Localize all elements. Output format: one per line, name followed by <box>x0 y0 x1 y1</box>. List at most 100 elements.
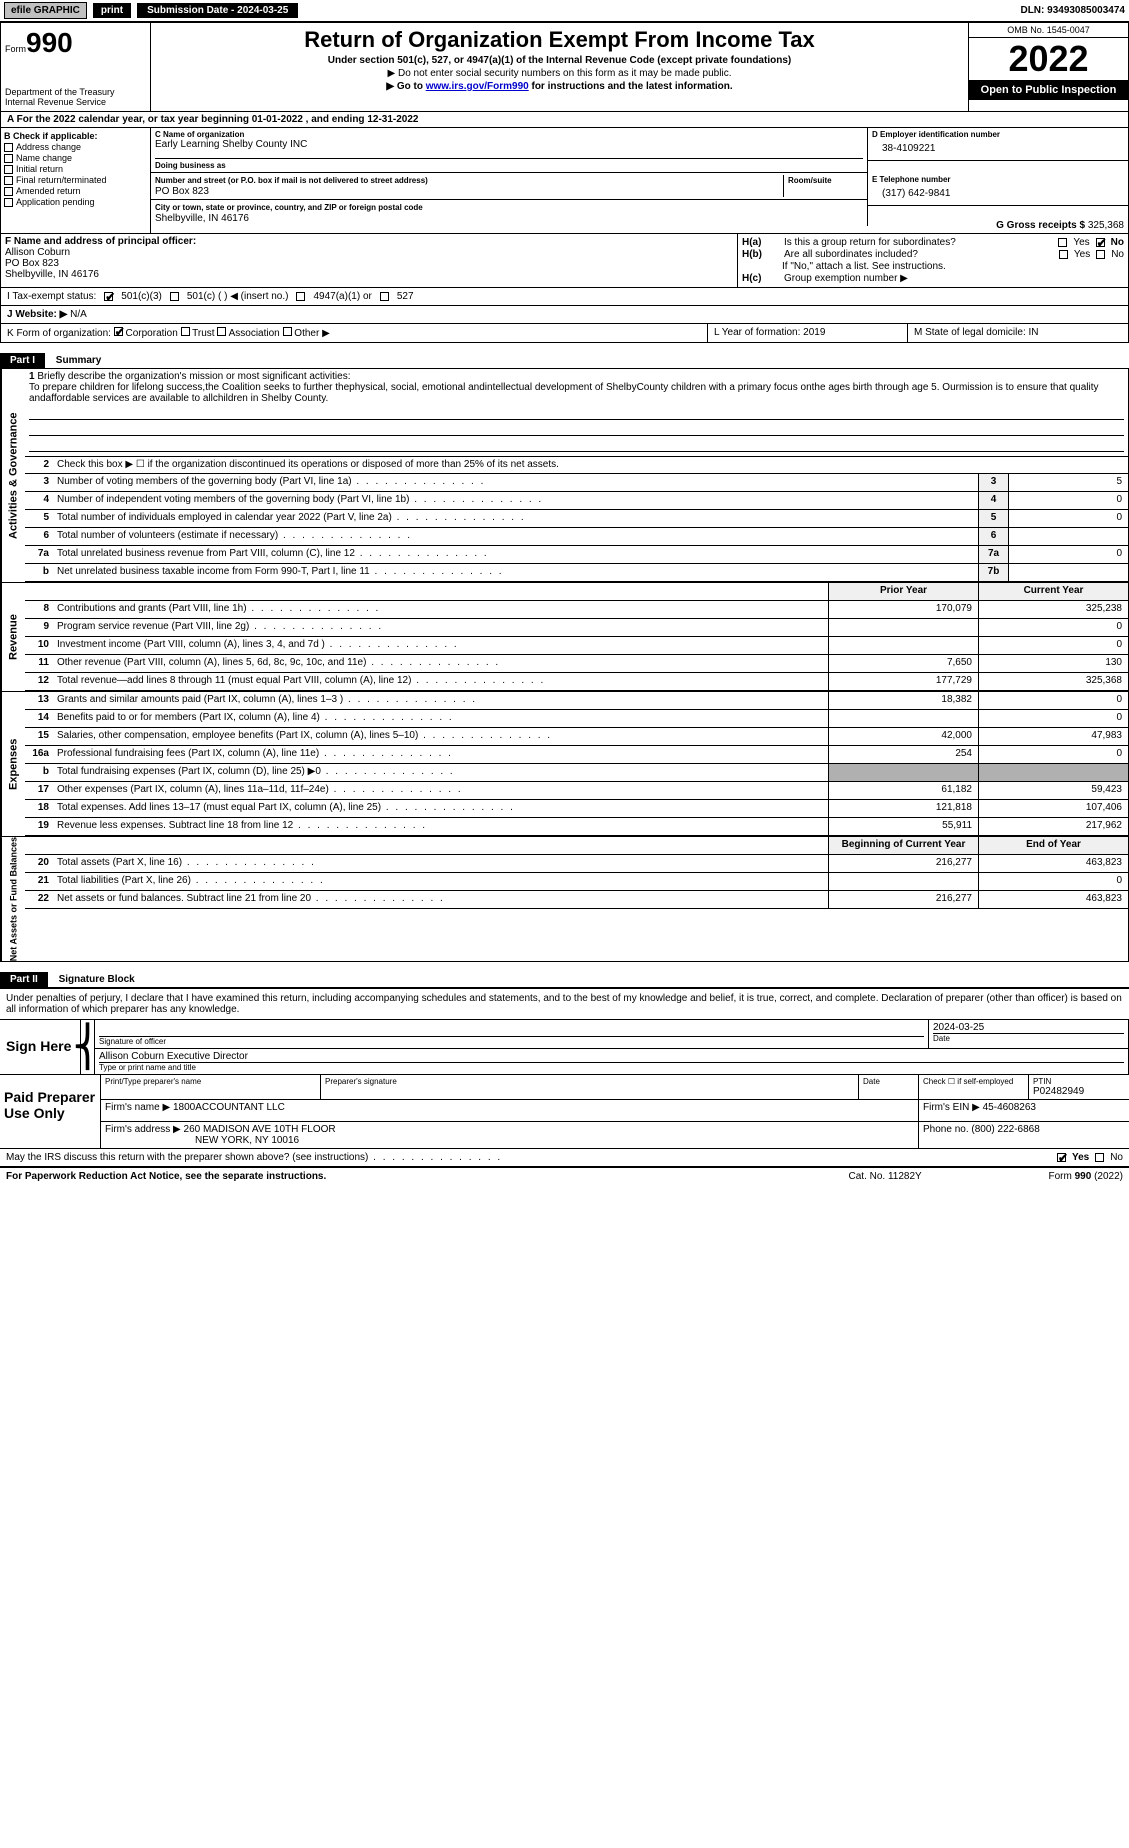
chk-501c3[interactable] <box>104 292 113 301</box>
chk-address-change[interactable] <box>4 143 13 152</box>
line-box: 4 <box>978 492 1008 509</box>
chk-name-change[interactable] <box>4 154 13 163</box>
open-public-badge: Open to Public Inspection <box>969 80 1128 100</box>
col-b-checkboxes: B Check if applicable: Address change Na… <box>1 128 151 233</box>
sig-officer-label: Signature of officer <box>99 1036 924 1046</box>
brace-icon: ⎨ <box>80 1020 94 1074</box>
line-text: Total number of volunteers (estimate if … <box>53 528 978 545</box>
vtab-revenue: Revenue <box>1 583 25 691</box>
line-val: 5 <box>1008 474 1128 491</box>
line-val <box>1008 528 1128 545</box>
curr-val: 217,962 <box>978 818 1128 835</box>
chk-app-pending[interactable] <box>4 198 13 207</box>
hdr-prior: Prior Year <box>828 583 978 600</box>
vtab-governance: Activities & Governance <box>1 369 25 582</box>
ptin-label: PTIN <box>1033 1077 1125 1086</box>
chk-corp[interactable] <box>114 327 123 336</box>
line-box: 7b <box>978 564 1008 581</box>
chk-other[interactable] <box>283 327 292 336</box>
vtab-netassets: Net Assets or Fund Balances <box>1 837 25 961</box>
discuss-text: May the IRS discuss this return with the… <box>6 1152 1057 1163</box>
opt-501c: 501(c) ( ) ◀ (insert no.) <box>187 291 289 302</box>
chk-trust[interactable] <box>181 327 190 336</box>
lbl-final-return: Final return/terminated <box>16 175 107 185</box>
prior-val: 55,911 <box>828 818 978 835</box>
chk-527[interactable] <box>380 292 389 301</box>
hb-yes[interactable] <box>1059 250 1068 259</box>
c-name-label: C Name of organization <box>155 130 863 139</box>
line-text: Grants and similar amounts paid (Part IX… <box>53 692 828 709</box>
firm-name-value: 1800ACCOUNTANT LLC <box>173 1102 285 1113</box>
ptin-value: P02482949 <box>1033 1086 1125 1097</box>
lbl-name-change: Name change <box>16 153 72 163</box>
line-text: Other revenue (Part VIII, column (A), li… <box>53 655 828 672</box>
curr-val <box>978 764 1128 781</box>
prep-date-label: Date <box>859 1075 919 1099</box>
curr-val: 325,368 <box>978 673 1128 690</box>
h-c-label: H(c) <box>742 273 780 284</box>
omb-number: OMB No. 1545-0047 <box>969 23 1128 38</box>
gross-receipts-label: G Gross receipts $ <box>996 220 1085 231</box>
chk-initial-return[interactable] <box>4 165 13 174</box>
lbl-address-change: Address change <box>16 142 81 152</box>
firm-addr-label: Firm's address ▶ <box>105 1124 181 1135</box>
print-button[interactable]: print <box>93 3 131 18</box>
part1-header: Part I <box>0 353 45 368</box>
line-num: 10 <box>25 637 53 654</box>
sig-name-label: Type or print name and title <box>99 1062 1124 1072</box>
prior-val: 7,650 <box>828 655 978 672</box>
line-num: 15 <box>25 728 53 745</box>
curr-val: 463,823 <box>978 891 1128 908</box>
prior-val: 121,818 <box>828 800 978 817</box>
opt-501c3: 501(c)(3) <box>121 291 162 302</box>
form-title: Return of Organization Exempt From Incom… <box>159 27 960 53</box>
discuss-no[interactable] <box>1095 1153 1104 1162</box>
submission-date: Submission Date - 2024-03-25 <box>137 3 298 18</box>
note2-pre: ▶ Go to <box>386 81 425 92</box>
opt-other: Other ▶ <box>294 328 329 339</box>
chk-final-return[interactable] <box>4 176 13 185</box>
prior-val: 216,277 <box>828 855 978 872</box>
line-num: 3 <box>25 474 53 491</box>
curr-val: 0 <box>978 619 1128 636</box>
line-val: 0 <box>1008 510 1128 527</box>
chk-501c[interactable] <box>170 292 179 301</box>
curr-val: 0 <box>978 710 1128 727</box>
discuss-yes[interactable] <box>1057 1153 1066 1162</box>
h-a-label: H(a) <box>742 237 780 248</box>
line-val <box>1008 564 1128 581</box>
prior-val: 61,182 <box>828 782 978 799</box>
sig-date-label: Date <box>933 1033 1124 1043</box>
hb-no[interactable] <box>1096 250 1105 259</box>
hdr-begin: Beginning of Current Year <box>828 837 978 854</box>
curr-val: 130 <box>978 655 1128 672</box>
tax-year: 2022 <box>969 38 1128 80</box>
line-num: 11 <box>25 655 53 672</box>
line-num: 13 <box>25 692 53 709</box>
line-num: b <box>25 564 53 581</box>
note2-post: for instructions and the latest informat… <box>529 81 733 92</box>
ein-value: 38-4109221 <box>872 139 1124 158</box>
line-num: b <box>25 764 53 781</box>
sig-declaration: Under penalties of perjury, I declare th… <box>0 988 1129 1020</box>
firm-name-label: Firm's name ▶ <box>105 1102 170 1113</box>
h-b-text: Are all subordinates included? <box>784 249 1055 260</box>
m-state-domicile: M State of legal domicile: IN <box>908 324 1128 342</box>
chk-4947[interactable] <box>296 292 305 301</box>
website-value: N/A <box>70 309 87 320</box>
ha-no[interactable] <box>1096 238 1105 247</box>
chk-amended[interactable] <box>4 187 13 196</box>
footer-paperwork: For Paperwork Reduction Act Notice, see … <box>6 1171 849 1182</box>
curr-val: 47,983 <box>978 728 1128 745</box>
paid-preparer-label: Paid Preparer Use Only <box>0 1075 100 1148</box>
line-text: Total assets (Part X, line 16) <box>53 855 828 872</box>
opt-assoc: Association <box>229 328 280 339</box>
h-b-label: H(b) <box>742 249 780 260</box>
hdr-curr: Current Year <box>978 583 1128 600</box>
prep-name-label: Print/Type preparer's name <box>101 1075 321 1099</box>
chk-assoc[interactable] <box>217 327 226 336</box>
firm-phone-value: (800) 222-6868 <box>971 1124 1039 1135</box>
instructions-link[interactable]: www.irs.gov/Form990 <box>426 81 529 92</box>
line-text: Total fundraising expenses (Part IX, col… <box>53 764 828 781</box>
ha-yes[interactable] <box>1058 238 1067 247</box>
